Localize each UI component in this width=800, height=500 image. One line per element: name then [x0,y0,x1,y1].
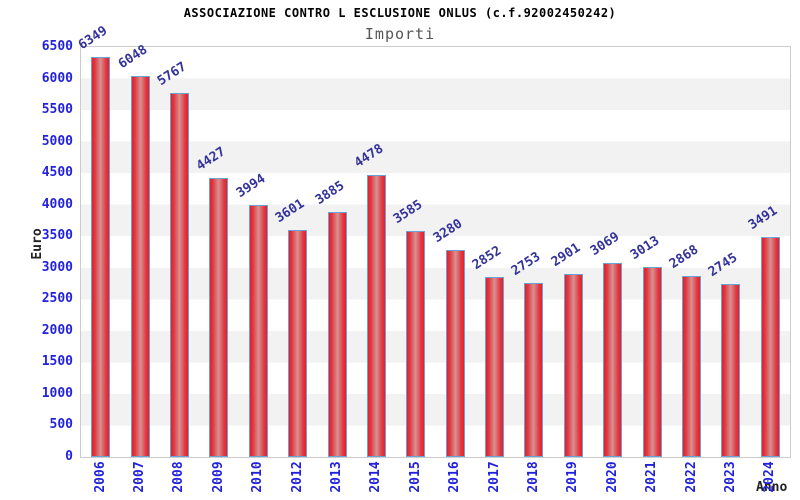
x-tick-label: 2012 [289,461,305,493]
bar-value-label: 4478 [351,140,387,171]
bar-2009 [209,177,229,457]
x-tick-label: 2017 [486,461,502,493]
bar-2017 [485,277,505,457]
bar-value-label: 2745 [706,250,741,280]
x-tick-label: 2009 [210,461,226,493]
bar-2018 [524,283,544,457]
bar-value-label: 3994 [233,171,269,202]
bar-value-label: 3013 [627,233,662,263]
y-tick-label: 5000 [41,133,73,149]
bar-2007 [130,75,150,457]
x-tick-label: 2023 [722,461,738,493]
bar-value-label: 3601 [272,196,308,226]
bar-2010 [248,205,268,457]
y-tick-label: 1000 [41,385,73,401]
bar-2015 [406,230,426,457]
bar-value-label: 3069 [588,229,623,260]
y-tick-label: 3500 [41,228,73,244]
bar-2012 [288,229,308,457]
bar-2014 [366,174,386,457]
bar-value-label: 3585 [391,197,426,227]
x-tick-label: 2016 [447,461,463,493]
bar-2024 [760,236,780,457]
x-tick-label: 2007 [132,461,148,493]
bar-value-label: 2753 [509,249,544,280]
bar-value-label: 2868 [666,242,702,273]
bar-2013 [327,211,347,457]
x-tick-label: 2006 [92,461,108,493]
x-tick-label: 2022 [683,461,699,493]
bar-value-label: 2852 [469,243,505,274]
y-tick-label: 2000 [41,322,73,338]
bar-2023 [721,283,741,457]
bar-2006 [91,56,111,457]
x-tick-label: 2014 [368,461,384,493]
x-tick-label: 2021 [644,461,660,493]
chart-title: ASSOCIAZIONE CONTRO L ESCLUSIONE ONLUS (… [183,6,617,20]
bar-2021 [642,266,662,457]
x-tick-label: 2010 [250,461,266,493]
bar-value-label: 3491 [745,203,781,233]
bar-2022 [682,276,702,457]
x-axis-title: Anno [756,480,788,495]
bar-value-label: 3885 [312,178,347,208]
bar-value-label: 3280 [430,216,465,247]
bar-2016 [445,250,465,457]
x-tick-label: 2020 [604,461,620,493]
y-axis-title: Euro [30,228,45,260]
bar-value-label: 2901 [548,240,584,270]
y-tick-label: 6500 [41,39,73,54]
bar-2008 [169,93,189,457]
x-tick-label: 2018 [525,461,541,493]
y-tick-label: 6000 [41,70,73,86]
bar-value-label: 5767 [154,59,190,90]
bar-2020 [603,263,623,457]
x-tick-label: 2019 [565,461,581,493]
chart-subtitle: Importi [364,25,436,43]
y-tick-label: 500 [49,417,73,433]
y-tick-label: 4500 [41,165,73,181]
x-tick-label: 2024 [762,461,778,493]
plot-area: 0 500 1000 1500 2000 2500 3000 3500 4000 4500 5000… [42,23,791,464]
bar-2019 [563,274,583,457]
y-tick-label: 3000 [41,259,73,275]
bar-value-label: 6048 [115,41,150,72]
x-tick-label: 2013 [329,461,345,493]
y-tick-label: 4000 [41,196,73,212]
y-tick-label: 5500 [41,102,73,118]
x-tick-label: 2015 [407,461,423,493]
x-tick-label: 2008 [171,461,187,493]
y-tick-label: 0 [65,449,73,464]
y-tick-label: 1500 [41,354,73,370]
y-tick-label: 2500 [41,291,73,307]
bar-value-label: 4427 [194,144,229,174]
